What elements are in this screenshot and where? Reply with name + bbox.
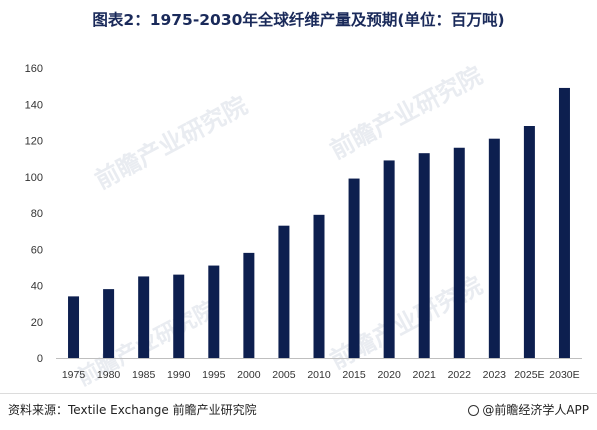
x-tick-label: 2022: [448, 369, 472, 381]
y-tick-label: 20: [31, 317, 43, 329]
x-tick-label: 2023: [483, 369, 507, 381]
x-tick-label: 2030E: [549, 369, 579, 381]
x-tick-label: 1980: [97, 369, 121, 381]
x-tick-label: 2015: [342, 369, 366, 381]
y-tick-label: 120: [25, 136, 43, 148]
bar-2030E: [558, 87, 570, 358]
footer-divider: [0, 393, 597, 394]
bar-1980: [103, 289, 115, 358]
bar-1990: [173, 274, 185, 358]
watermark-text-0: 前瞻产业研究院: [91, 91, 252, 195]
bar-1995: [208, 265, 220, 358]
bars: [68, 87, 570, 358]
bar-2015: [348, 178, 360, 358]
y-tick-label: 80: [31, 208, 43, 220]
x-tick-label: 2010: [307, 369, 331, 381]
x-tick-label: 2000: [237, 369, 261, 381]
app-credit: @前瞻经济学人APP: [468, 401, 589, 418]
x-tick-label: 1995: [202, 369, 226, 381]
source-note: 资料来源：Textile Exchange 前瞻产业研究院: [8, 403, 257, 417]
y-axis-ticks: 0 20 40 60 80 100 120 140 160: [25, 63, 43, 365]
y-tick-label: 160: [25, 63, 43, 75]
x-tick-label: 2005: [272, 369, 296, 381]
y-tick-label: 140: [25, 99, 43, 111]
bar-2010: [313, 214, 325, 358]
bar-2005: [278, 225, 290, 358]
y-tick-label: 100: [25, 172, 43, 184]
x-tick-label: 1985: [132, 369, 156, 381]
y-tick-label: 0: [37, 353, 43, 365]
x-tick-label: 2025E: [514, 369, 544, 381]
x-tick-label: 2020: [377, 369, 401, 381]
bar-2025E: [523, 126, 535, 358]
app-credit-text: @前瞻经济学人APP: [482, 403, 589, 417]
x-tick-label: 1990: [167, 369, 191, 381]
bar-2022: [453, 147, 465, 358]
bar-2021: [418, 153, 430, 358]
bar-1975: [68, 296, 80, 358]
y-tick-label: 60: [31, 244, 43, 256]
x-axis-ticks: 1975 1980 1985 1990 1995 2000 2005 2010 2015 2020…: [62, 369, 580, 381]
bar-1985: [138, 276, 150, 358]
y-tick-label: 40: [31, 281, 43, 293]
chart-title: 图表2：1975-2030年全球纤维产量及预期(单位：百万吨): [92, 11, 505, 29]
bar-2000: [243, 252, 255, 358]
x-tick-label: 2021: [413, 369, 437, 381]
x-tick-label: 1975: [62, 369, 86, 381]
bar-2023: [488, 138, 500, 358]
circle-logo-icon: [468, 405, 480, 416]
bar-2020: [383, 160, 395, 358]
